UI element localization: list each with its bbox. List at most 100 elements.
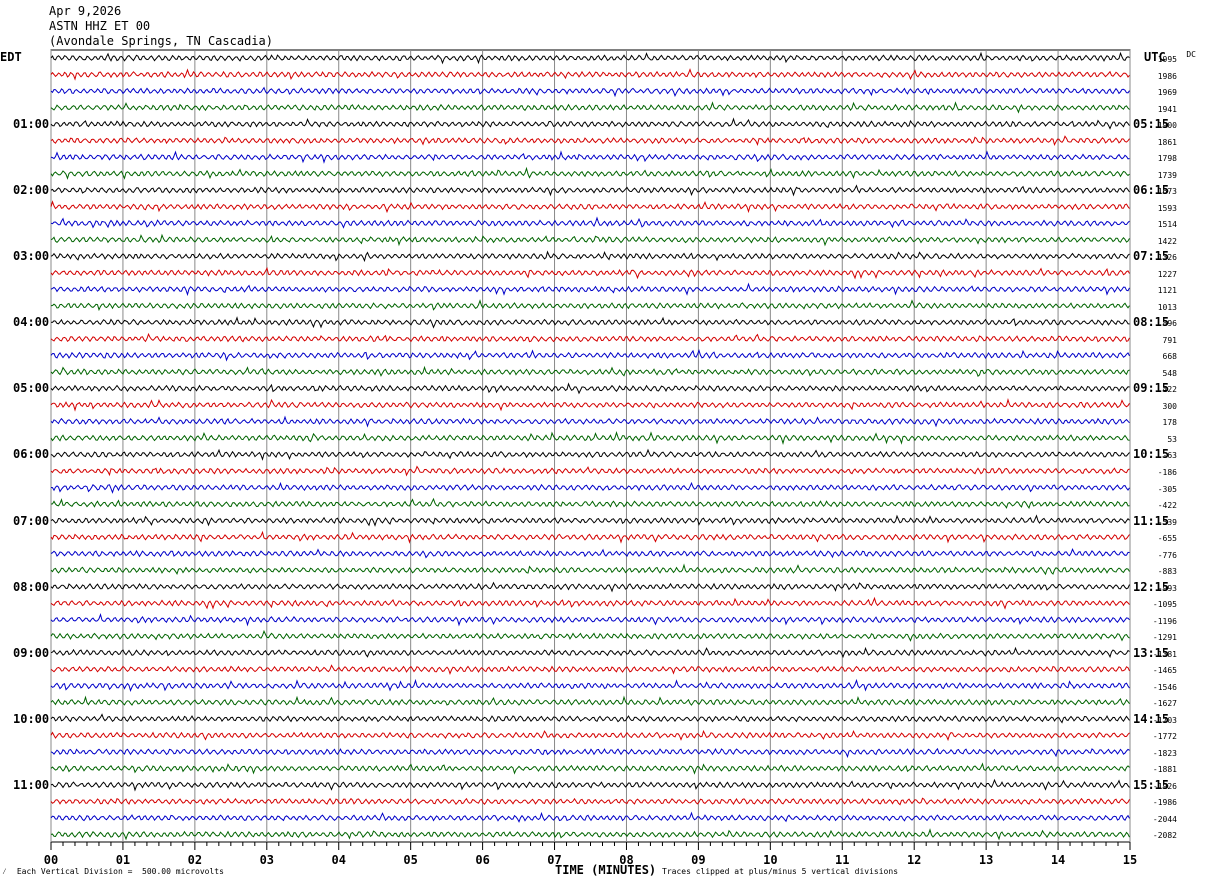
seismic-trace (50, 68, 1130, 81)
dc-offset-label: 1227 (1157, 269, 1177, 279)
seismic-trace (50, 398, 1130, 412)
seismic-trace (50, 135, 1130, 147)
dc-offset-label: 1986 (1157, 71, 1177, 81)
seismic-trace (50, 514, 1130, 527)
dc-offset-label: -883 (1157, 567, 1177, 577)
right-time-label: 12:15 (1133, 579, 1170, 594)
dc-offset-label: -1823 (1152, 748, 1177, 758)
seismic-trace (50, 448, 1130, 461)
left-time-label: 03:00 (13, 249, 50, 264)
seismic-trace (50, 762, 1130, 775)
dc-offset-label: -1772 (1152, 732, 1177, 742)
plot-frame (50, 49, 1131, 843)
dc-offset-label: -422 (1157, 501, 1177, 511)
seismic-trace (50, 581, 1130, 593)
dc-offset-label: 1121 (1157, 286, 1177, 296)
seismic-trace (50, 596, 1130, 610)
dc-offset-label: -2082 (1152, 831, 1177, 841)
left-time-label: 08:00 (13, 579, 50, 594)
left-time-label: 02:00 (13, 183, 50, 198)
seismic-trace (50, 646, 1130, 659)
seismic-trace (50, 117, 1130, 130)
right-time-label: 06:15 (1133, 183, 1170, 198)
seismic-trace (50, 695, 1130, 706)
dc-offset-label: -2044 (1152, 814, 1177, 824)
seismic-trace (50, 797, 1130, 806)
scale-note: ⁄ Each Vertical Division = 500.00 microvo… (2, 867, 224, 876)
seismic-trace (50, 216, 1130, 229)
left-time-label: 04:00 (13, 315, 50, 330)
x-tick-label: 09 (691, 853, 706, 867)
left-time-label: 09:00 (13, 645, 50, 660)
left-time-label: 11:00 (13, 777, 50, 792)
seismic-trace (50, 828, 1130, 841)
dc-offset-label: -186 (1157, 468, 1177, 477)
left-time-label: 06:00 (13, 447, 50, 462)
dc-offset-label: -1291 (1152, 633, 1177, 643)
left-time-label: 01:00 (13, 117, 50, 132)
dc-offset-label: 668 (1162, 352, 1177, 362)
seismic-trace (50, 233, 1130, 247)
left-time-label: 10:00 (13, 711, 50, 726)
x-tick-label: 04 (331, 853, 346, 867)
seismic-trace (50, 101, 1130, 114)
dc-offset-label: 1673 (1157, 187, 1177, 197)
seismic-trace (50, 150, 1130, 164)
dc-offset-label: 1326 (1157, 253, 1177, 263)
right-time-label: 14:15 (1133, 711, 1170, 726)
right-time-label: 15:15 (1133, 777, 1170, 792)
station-label: ASTN HHZ ET 00 (49, 19, 151, 33)
dc-offset-label: -305 (1157, 484, 1177, 494)
seismic-trace (50, 778, 1130, 792)
dc-offset-label: 791 (1162, 335, 1177, 345)
seismic-trace (50, 548, 1130, 559)
dc-offset-label: 1739 (1157, 170, 1177, 180)
dc-offset-label: -1703 (1152, 715, 1177, 725)
dc-offset-label: 422 (1162, 385, 1177, 395)
seismic-trace (50, 166, 1130, 180)
seismic-trace (50, 678, 1130, 692)
right-timezone-label: UTC (1144, 50, 1166, 64)
x-tick-label: 06 (475, 853, 490, 867)
dc-offset-label: -1881 (1152, 765, 1177, 775)
x-tick-label: 02 (187, 853, 203, 867)
seismic-trace (50, 465, 1130, 477)
x-tick-label: 03 (259, 853, 275, 867)
dc-offset-label: -655 (1157, 534, 1177, 544)
dc-offset-label: 178 (1162, 418, 1177, 428)
dc-offset-label: 300 (1162, 401, 1177, 411)
x-tick-label: 12 (906, 853, 922, 867)
dc-offset-label: -1627 (1152, 699, 1177, 709)
dc-offset-label: 1013 (1157, 302, 1177, 312)
right-time-label: 08:15 (1133, 315, 1170, 330)
dc-header-label: DC (1186, 50, 1196, 59)
left-timezone-label: EDT (0, 50, 22, 64)
x-tick-label: 08 (619, 853, 634, 867)
dc-offset-label: 1861 (1157, 137, 1177, 147)
seismic-trace (50, 729, 1130, 742)
dc-offset-label: 1941 (1157, 104, 1177, 114)
seismic-trace (50, 332, 1130, 343)
dc-offset-label: 548 (1162, 368, 1177, 378)
seismic-trace (50, 497, 1130, 510)
dc-offset-label: -993 (1157, 583, 1177, 593)
seismic-trace (50, 282, 1130, 297)
x-tick-label: 01 (115, 853, 131, 867)
seismic-trace (50, 530, 1130, 544)
x-axis-title: TIME (MINUTES) (555, 863, 657, 877)
seismic-trace (50, 664, 1130, 676)
dc-offset-label: -1546 (1152, 682, 1177, 692)
dc-offset-label: 1995 (1157, 55, 1177, 64)
seismic-trace (50, 713, 1130, 724)
seismic-trace (50, 431, 1130, 445)
x-tick-label: 05 (403, 853, 418, 867)
right-time-label: 05:15 (1133, 117, 1170, 132)
dc-offset-label: -776 (1157, 550, 1177, 560)
right-time-label: 09:15 (1133, 381, 1170, 396)
right-time-label: 10:15 (1133, 447, 1170, 462)
left-time-label: 05:00 (13, 381, 50, 396)
seismic-trace (50, 811, 1130, 823)
seismic-trace (50, 365, 1130, 378)
dc-offset-label: 1422 (1157, 236, 1177, 246)
